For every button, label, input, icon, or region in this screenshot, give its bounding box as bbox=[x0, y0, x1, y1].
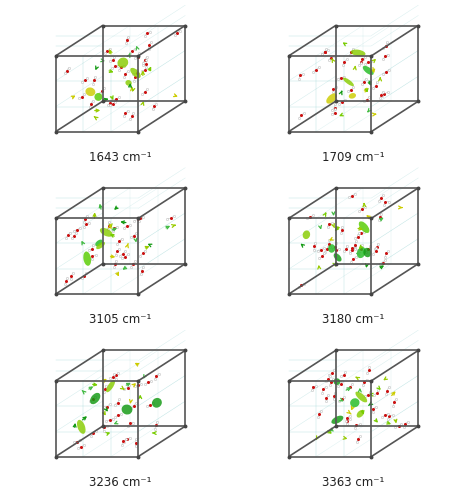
Ellipse shape bbox=[118, 57, 128, 68]
Ellipse shape bbox=[357, 247, 366, 258]
Polygon shape bbox=[372, 188, 418, 294]
Polygon shape bbox=[289, 101, 418, 131]
Ellipse shape bbox=[96, 242, 105, 249]
Ellipse shape bbox=[359, 222, 369, 233]
Ellipse shape bbox=[356, 410, 364, 418]
Ellipse shape bbox=[363, 66, 374, 75]
Ellipse shape bbox=[126, 80, 132, 86]
Text: 3236 cm⁻¹: 3236 cm⁻¹ bbox=[89, 476, 152, 487]
Ellipse shape bbox=[303, 230, 310, 239]
Polygon shape bbox=[56, 351, 102, 456]
Polygon shape bbox=[56, 188, 185, 218]
Polygon shape bbox=[102, 188, 185, 264]
Ellipse shape bbox=[364, 248, 371, 257]
Polygon shape bbox=[56, 351, 185, 381]
Polygon shape bbox=[289, 25, 336, 131]
Polygon shape bbox=[372, 25, 418, 131]
Ellipse shape bbox=[122, 405, 132, 414]
Text: 1709 cm⁻¹: 1709 cm⁻¹ bbox=[322, 151, 385, 164]
Polygon shape bbox=[102, 351, 185, 426]
Polygon shape bbox=[102, 25, 185, 101]
Ellipse shape bbox=[130, 68, 141, 78]
Polygon shape bbox=[289, 351, 336, 456]
Polygon shape bbox=[289, 351, 418, 381]
Ellipse shape bbox=[334, 253, 342, 262]
Ellipse shape bbox=[106, 380, 115, 392]
Polygon shape bbox=[138, 25, 185, 131]
Ellipse shape bbox=[343, 77, 354, 86]
Polygon shape bbox=[56, 264, 185, 294]
Text: 3105 cm⁻¹: 3105 cm⁻¹ bbox=[89, 313, 152, 326]
Ellipse shape bbox=[94, 93, 102, 101]
Polygon shape bbox=[289, 426, 418, 456]
Polygon shape bbox=[289, 56, 372, 131]
Ellipse shape bbox=[77, 420, 85, 434]
Text: 3180 cm⁻¹: 3180 cm⁻¹ bbox=[322, 313, 385, 326]
Polygon shape bbox=[289, 188, 336, 294]
Polygon shape bbox=[138, 351, 185, 456]
Ellipse shape bbox=[90, 393, 100, 404]
Ellipse shape bbox=[350, 398, 359, 407]
Ellipse shape bbox=[334, 378, 340, 385]
Polygon shape bbox=[336, 25, 418, 101]
Polygon shape bbox=[289, 218, 372, 294]
Polygon shape bbox=[56, 101, 185, 131]
Polygon shape bbox=[289, 188, 418, 218]
Polygon shape bbox=[56, 188, 102, 294]
Ellipse shape bbox=[349, 93, 356, 99]
Ellipse shape bbox=[95, 240, 103, 246]
Polygon shape bbox=[372, 351, 418, 456]
Ellipse shape bbox=[152, 398, 162, 408]
Polygon shape bbox=[336, 188, 418, 264]
Ellipse shape bbox=[331, 416, 343, 424]
Polygon shape bbox=[56, 218, 138, 294]
Polygon shape bbox=[289, 264, 418, 294]
Polygon shape bbox=[138, 188, 185, 294]
Polygon shape bbox=[289, 381, 372, 456]
Polygon shape bbox=[336, 351, 418, 426]
Ellipse shape bbox=[356, 392, 367, 402]
Polygon shape bbox=[289, 25, 418, 56]
Polygon shape bbox=[56, 381, 138, 456]
Ellipse shape bbox=[100, 228, 113, 237]
Ellipse shape bbox=[351, 50, 365, 56]
Polygon shape bbox=[56, 25, 102, 131]
Polygon shape bbox=[56, 426, 185, 456]
Ellipse shape bbox=[85, 88, 95, 96]
Ellipse shape bbox=[83, 251, 91, 266]
Polygon shape bbox=[56, 56, 138, 131]
Text: 3363 cm⁻¹: 3363 cm⁻¹ bbox=[322, 476, 385, 487]
Text: 1643 cm⁻¹: 1643 cm⁻¹ bbox=[89, 151, 152, 164]
Polygon shape bbox=[56, 25, 185, 56]
Ellipse shape bbox=[328, 244, 335, 253]
Ellipse shape bbox=[326, 94, 337, 104]
